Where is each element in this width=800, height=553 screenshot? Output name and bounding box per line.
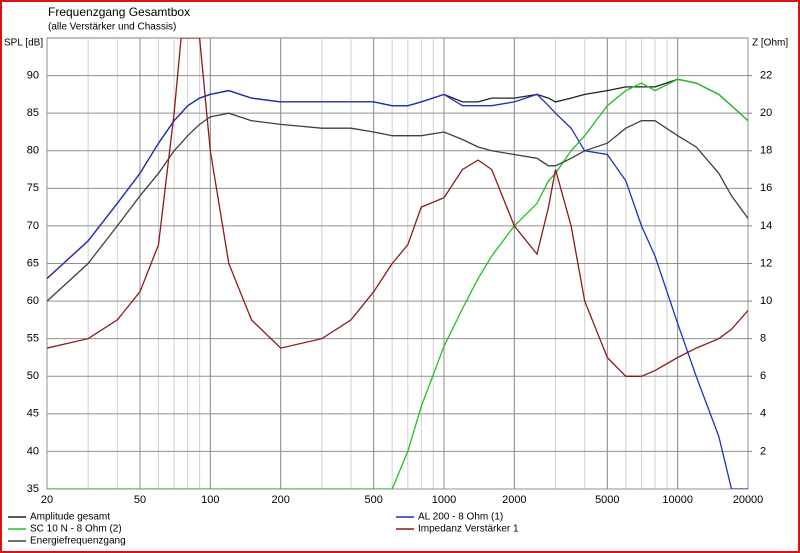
y2-tick-label: 10 [760, 295, 772, 307]
series-line [47, 38, 748, 377]
y-axis-label: SPL [dB] [4, 38, 43, 49]
x-tick-label: 50 [134, 494, 146, 506]
x-tick-label: 2000 [502, 494, 526, 506]
y-tick-label: 85 [27, 107, 39, 119]
y-tick-label: 60 [27, 295, 39, 307]
y-tick-label: 70 [27, 220, 39, 232]
legend-label: Amplitude gesamt [30, 512, 110, 523]
y-tick-label: 35 [27, 483, 39, 495]
y-tick-label: 50 [27, 370, 39, 382]
legend-label: AL 200 - 8 Ohm (1) [418, 512, 503, 523]
y2-axis-label: Z [Ohm] [752, 38, 788, 49]
legend-label: Energiefrequenzgang [30, 536, 126, 547]
x-tick-label: 200 [271, 494, 289, 506]
y2-tick-label: 20 [760, 107, 772, 119]
x-tick-label: 5000 [595, 494, 619, 506]
y-tick-label: 45 [27, 408, 39, 420]
series-line [47, 112, 748, 302]
x-tick-label: 10000 [662, 494, 693, 506]
y-tick-label: 75 [27, 182, 39, 194]
x-tick-label: 100 [201, 494, 219, 506]
x-tick-label: 20000 [733, 494, 764, 506]
y2-tick-label: 18 [760, 145, 772, 157]
y2-tick-label: 6 [760, 370, 766, 382]
y2-tick-label: 22 [760, 69, 772, 81]
y2-tick-label: 2 [760, 445, 766, 457]
y-tick-label: 90 [27, 69, 39, 81]
y2-tick-label: 8 [760, 333, 766, 345]
series-line [47, 78, 748, 489]
series-line [47, 89, 748, 489]
chart-subtitle: (alle Verstärker und Chassis) [48, 22, 176, 33]
y-tick-label: 65 [27, 257, 39, 269]
y2-tick-label: 14 [760, 220, 772, 232]
legend-label: SC 10 N - 8 Ohm (2) [30, 524, 122, 535]
y-tick-label: 55 [27, 333, 39, 345]
x-tick-label: 20 [41, 494, 53, 506]
y-tick-label: 80 [27, 145, 39, 157]
y2-tick-label: 16 [760, 182, 772, 194]
plot-lines [47, 38, 748, 489]
legend-label: Impedanz Verstärker 1 [418, 524, 519, 535]
y2-tick-label: 12 [760, 257, 772, 269]
y-tick-label: 40 [27, 445, 39, 457]
x-tick-label: 500 [364, 494, 382, 506]
y2-tick-label: 4 [760, 408, 766, 420]
chart-title: Frequenzgang Gesamtbox [48, 5, 190, 19]
x-tick-label: 1000 [432, 494, 456, 506]
